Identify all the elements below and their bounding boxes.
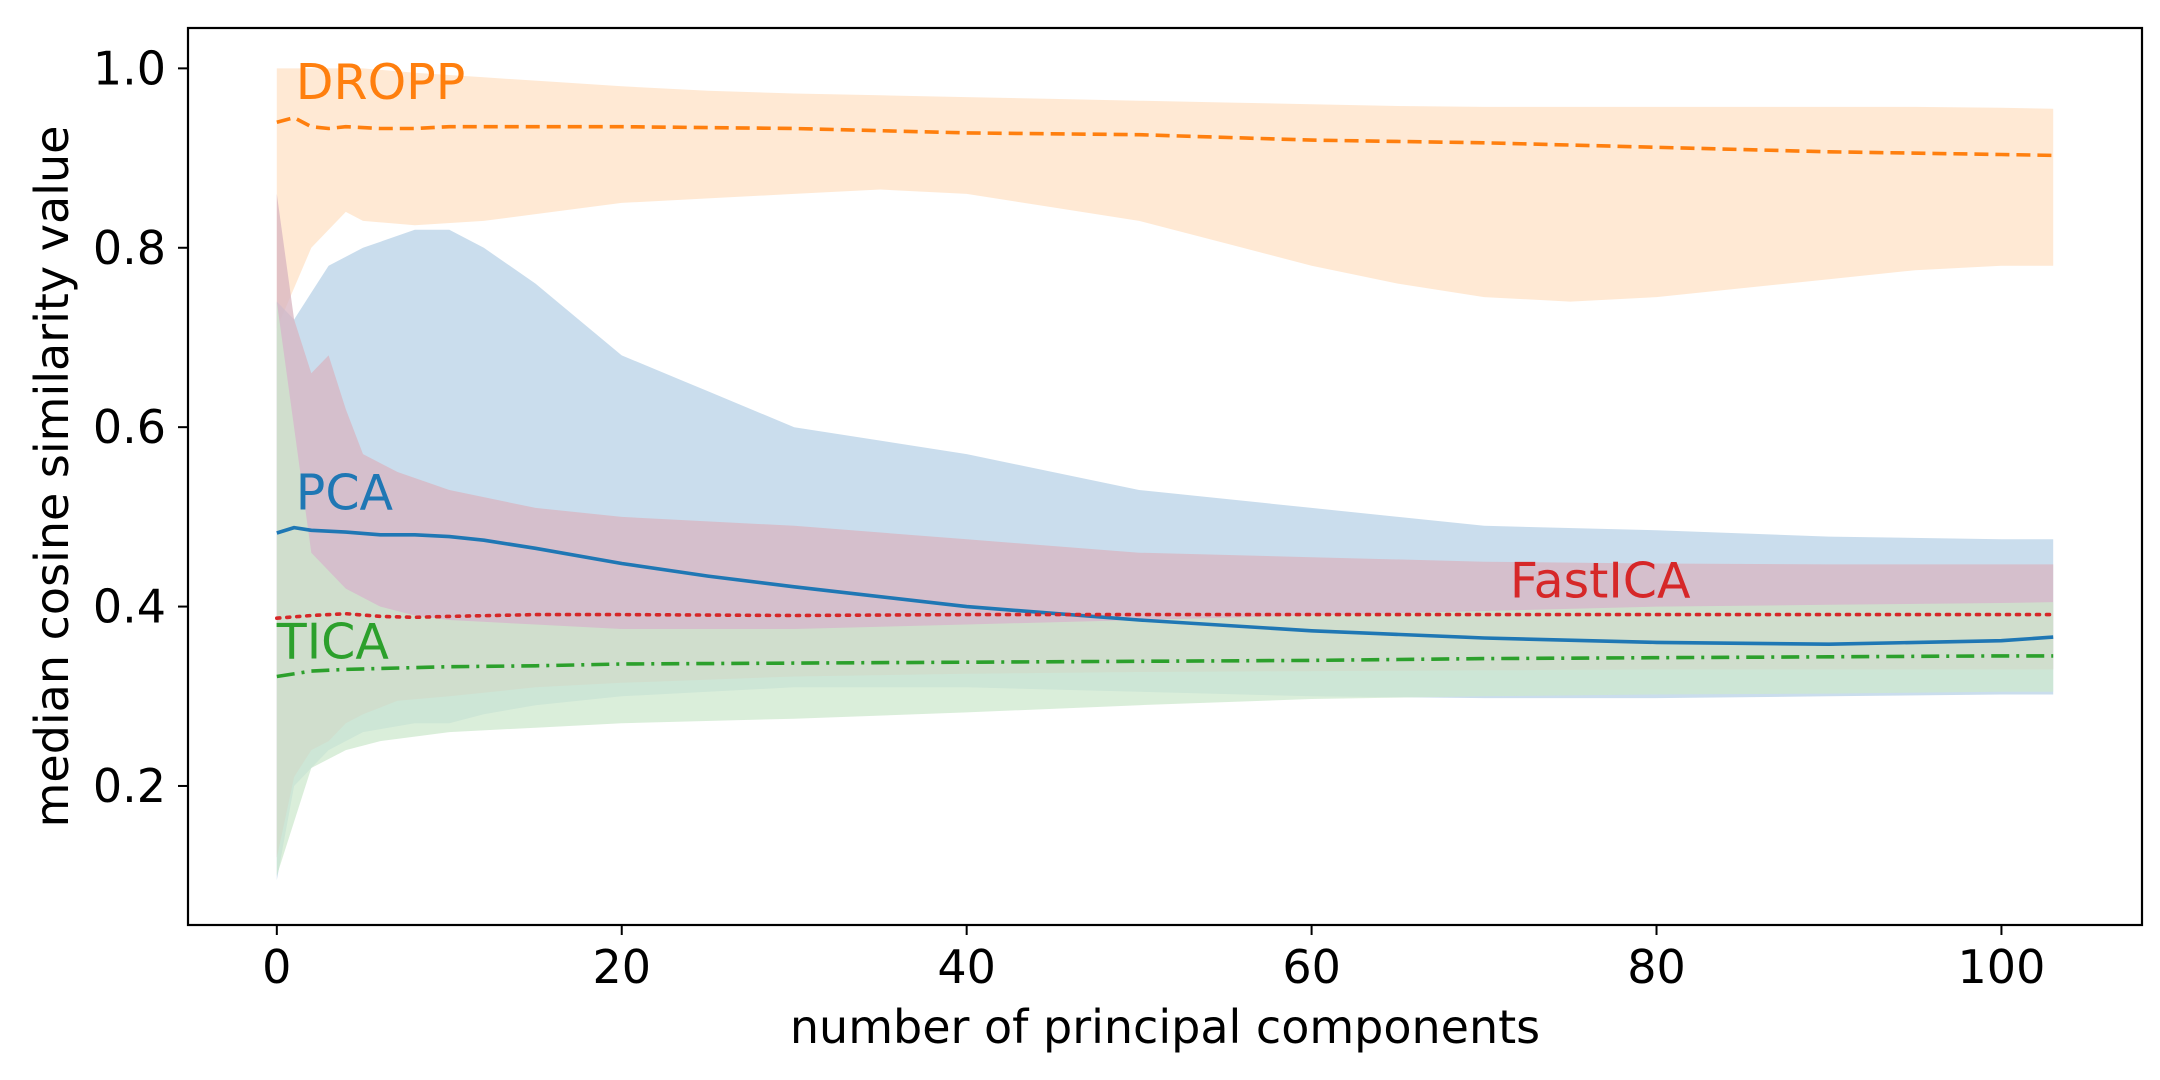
series-label-dropp: DROPP (296, 54, 465, 111)
y-tick-label: 0.6 (93, 400, 166, 454)
variability-bands (276, 68, 2054, 881)
band-dropp (276, 68, 2054, 329)
y-tick-label: 0.8 (93, 221, 166, 275)
x-tick-label: 80 (1627, 940, 1686, 994)
x-tick-label: 20 (592, 940, 651, 994)
line-tica (276, 654, 2054, 679)
y-tick-label: 1.0 (93, 41, 166, 95)
x-axis: 0 20 40 60 80 100 (262, 925, 2045, 994)
y-tick-label: 0.4 (93, 580, 166, 634)
band-fastica (276, 193, 2054, 858)
x-tick-label: 0 (262, 940, 291, 994)
line-fastica (274, 611, 2055, 621)
x-tick-label: 100 (1958, 940, 2046, 994)
x-tick-label: 40 (937, 940, 996, 994)
series-labels: DROPP PCA FastICA TICA (276, 54, 1691, 671)
series-label-tica: TICA (276, 614, 390, 671)
line-dropp (276, 115, 2054, 158)
series-label-fastica: FastICA (1510, 553, 1691, 610)
median-lines (274, 115, 2055, 679)
series-label-pca: PCA (296, 465, 394, 522)
plot-frame (186, 26, 2144, 927)
line-pca (276, 525, 2054, 647)
y-axis-title: median cosine similarity value (25, 126, 79, 828)
x-axis-title: number of principal components (790, 1000, 1540, 1054)
y-axis: 0.2 0.4 0.6 0.8 1.0 (93, 41, 188, 813)
x-tick-label: 60 (1282, 940, 1341, 994)
y-tick-label: 0.2 (93, 759, 166, 813)
